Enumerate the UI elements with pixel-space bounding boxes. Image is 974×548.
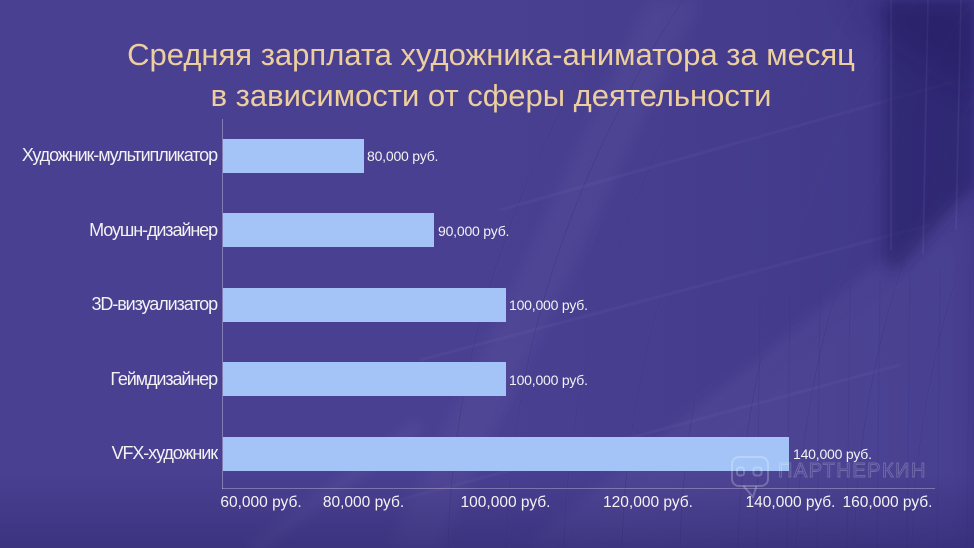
svg-text:ПАРТНЕРКИН: ПАРТНЕРКИН	[778, 460, 927, 482]
